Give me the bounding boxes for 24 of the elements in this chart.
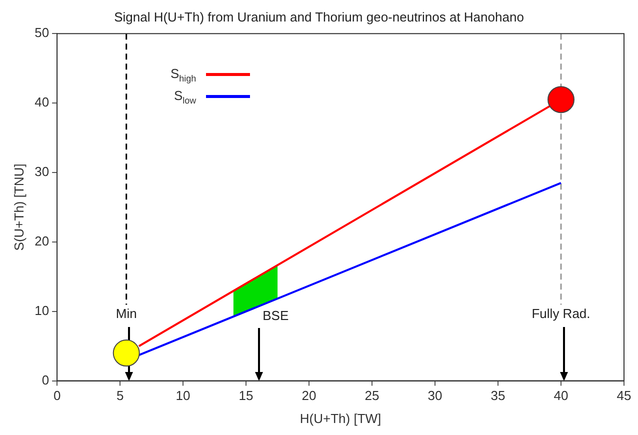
- y-tick-label: 0: [42, 372, 50, 388]
- ref-line-label: Fully Rad.: [532, 306, 590, 321]
- x-tick-label: 45: [616, 388, 632, 404]
- legend-label: S$_{high}$: [170, 66, 196, 84]
- y-tick-label: 10: [34, 302, 50, 318]
- ref-line-label: Min: [116, 306, 137, 321]
- chart-title: Signal H(U+Th) from Uranium and Thorium geo-neutrinos at Hanohano: [114, 9, 524, 24]
- x-tick-label: 40: [554, 388, 568, 404]
- legend-label: S$_{low}$: [174, 88, 196, 106]
- x-tick-label: 20: [302, 388, 316, 404]
- x-tick-label: 30: [428, 388, 442, 404]
- annotation: BSE: [262, 308, 289, 323]
- x-tick-label: 35: [490, 388, 506, 404]
- x-axis-title: H(U+Th) [TW]: [300, 410, 382, 426]
- x-tick-label: 15: [238, 388, 254, 404]
- x-tick-label: 0: [53, 388, 61, 404]
- y-tick-label: 30: [34, 164, 50, 180]
- y-axis-title: S(U+Th) [TNU]: [11, 164, 26, 251]
- x-tick-label: 10: [176, 388, 190, 404]
- y-tick-label: 20: [34, 234, 50, 248]
- x-tick-label: 5: [116, 388, 124, 404]
- y-tick-label: 50: [34, 25, 50, 40]
- y-tick-label: 40: [34, 94, 50, 110]
- x-tick-label: 25: [364, 388, 380, 404]
